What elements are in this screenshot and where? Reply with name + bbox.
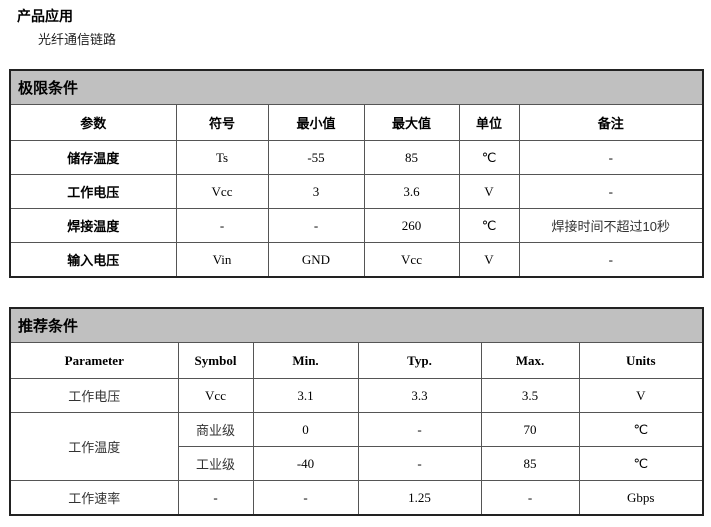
cell: 工作电压 <box>9 174 177 209</box>
cell: 3.5 <box>480 378 580 413</box>
limits-table: 极限条件 参数 符号 最小值 最大值 单位 备注 储存温度 Ts -55 85 … <box>9 69 705 278</box>
cell: 0 <box>252 412 359 447</box>
application-item: 光纤通信链路 <box>38 32 117 47</box>
cell: - <box>175 208 269 243</box>
cell: 1.25 <box>357 480 482 516</box>
cell: - <box>357 412 482 447</box>
cell: Vin <box>175 242 269 278</box>
cell: 输入电压 <box>9 242 177 278</box>
cell: Vcc <box>175 174 269 209</box>
cell: ℃ <box>458 208 520 243</box>
cell: 储存温度 <box>9 140 177 175</box>
cell: Vcc <box>177 378 254 413</box>
cell: - <box>177 480 254 516</box>
recommended-table: 推荐条件 Parameter Symbol Min. Typ. Max. Uni… <box>9 307 705 516</box>
cell: V <box>458 242 520 278</box>
cell: 3.1 <box>252 378 359 413</box>
cell: - <box>252 480 359 516</box>
cell: V <box>458 174 520 209</box>
column-header: Units <box>578 342 704 379</box>
cell: - <box>357 446 482 481</box>
table-row: 储存温度 Ts -55 85 ℃ - <box>9 140 704 175</box>
column-header: 最大值 <box>363 104 460 141</box>
table-row: 工作速率 - - 1.25 - Gbps <box>9 480 704 516</box>
cell: - <box>480 480 580 516</box>
cell: 工作速率 <box>9 480 179 516</box>
recommended-title: 推荐条件 <box>9 307 704 343</box>
section-title: 产品应用 <box>17 8 73 24</box>
cell: 工作电压 <box>9 378 179 413</box>
cell: GND <box>267 242 365 278</box>
cell: 工业级 <box>177 446 254 481</box>
cell: Gbps <box>578 480 704 516</box>
cell: ℃ <box>578 446 704 481</box>
table-header: Parameter Symbol Min. Typ. Max. Units <box>9 342 704 379</box>
column-header: Symbol <box>177 342 254 379</box>
column-header: 参数 <box>9 104 177 141</box>
cell: 85 <box>363 140 460 175</box>
column-header: 最小值 <box>267 104 365 141</box>
cell: 3.3 <box>357 378 482 413</box>
cell: 85 <box>480 446 580 481</box>
table-row: 工作电压 Vcc 3.1 3.3 3.5 V <box>9 378 704 413</box>
cell: Ts <box>175 140 269 175</box>
cell: - <box>518 174 704 209</box>
limits-title: 极限条件 <box>9 69 704 105</box>
column-header: Parameter <box>9 342 179 379</box>
column-header: 备注 <box>518 104 704 141</box>
column-header: Max. <box>480 342 580 379</box>
table-row: 输入电压 Vin GND Vcc V - <box>9 242 704 278</box>
cell: Vcc <box>363 242 460 278</box>
cell: 商业级 <box>177 412 254 447</box>
cell: - <box>518 242 704 278</box>
column-header: Min. <box>252 342 359 379</box>
table-row: 工业级 -40 - 85 ℃ <box>10 446 704 481</box>
table-row: 焊接温度 - - 260 ℃ 焊接时间不超过10秒 <box>9 208 704 243</box>
cell: 70 <box>480 412 580 447</box>
table-header: 参数 符号 最小值 最大值 单位 备注 <box>9 104 704 141</box>
table-row: 工作温度 商业级 0 - 70 ℃ <box>9 412 704 481</box>
cell: 工作温度 <box>9 412 179 481</box>
cell: 3.6 <box>363 174 460 209</box>
cell: -40 <box>252 446 359 481</box>
table-row: 工作电压 Vcc 3 3.6 V - <box>9 174 704 209</box>
column-header: Typ. <box>357 342 482 379</box>
column-header: 符号 <box>175 104 269 141</box>
cell: ℃ <box>458 140 520 175</box>
cell: - <box>267 208 365 243</box>
cell: 3 <box>267 174 365 209</box>
cell: ℃ <box>578 412 704 447</box>
cell: - <box>518 140 704 175</box>
cell: V <box>578 378 704 413</box>
cell: -55 <box>267 140 365 175</box>
cell: 焊接时间不超过10秒 <box>518 208 704 243</box>
cell: 260 <box>363 208 460 243</box>
column-header: 单位 <box>458 104 520 141</box>
cell: 焊接温度 <box>9 208 177 243</box>
